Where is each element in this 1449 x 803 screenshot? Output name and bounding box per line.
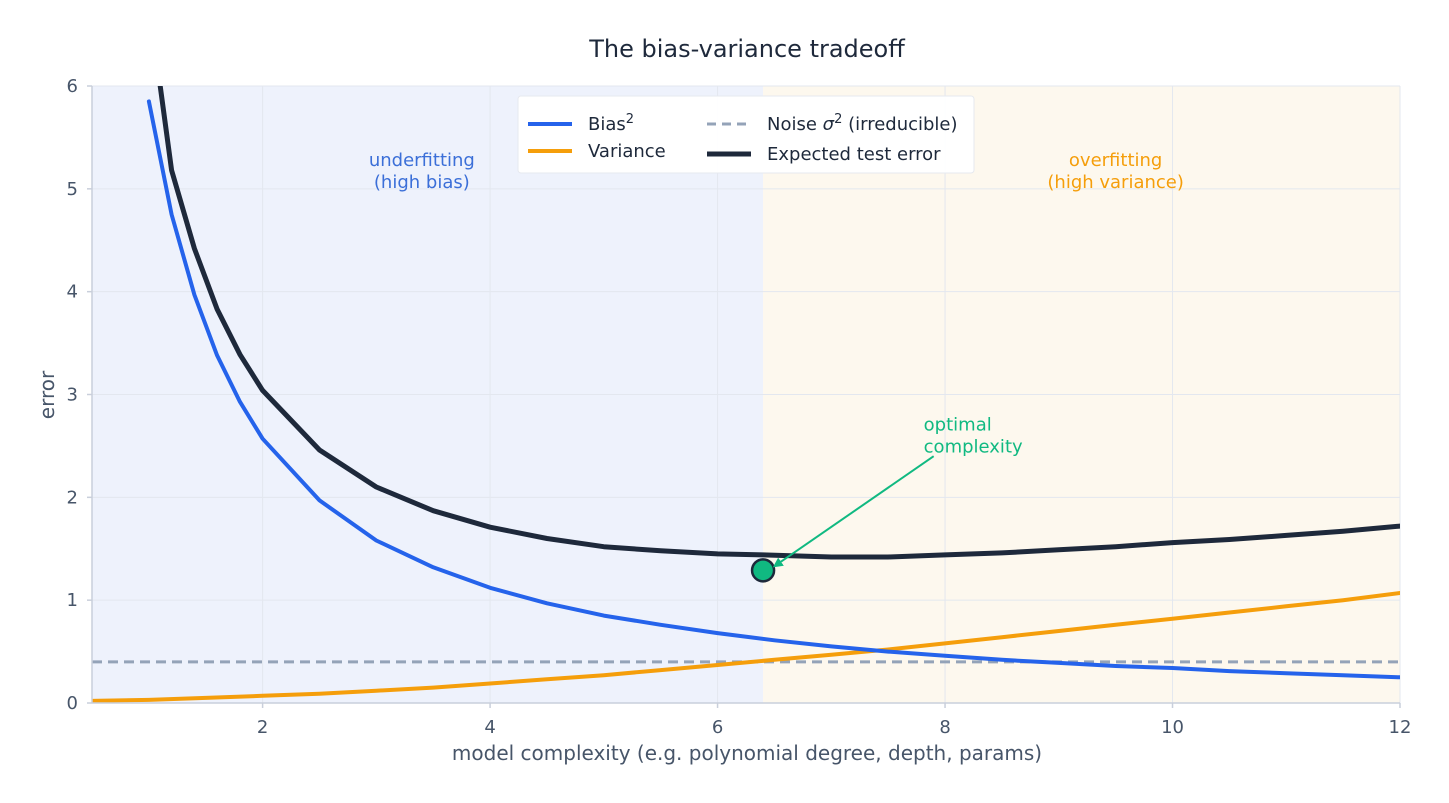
x-tick-label: 4	[484, 717, 495, 738]
variance-legend-label: Variance	[588, 141, 666, 162]
optimal-annotation-text: complexity	[924, 436, 1023, 457]
overfit-region-label: overfitting	[1069, 150, 1162, 171]
bias-series-line	[146, 99, 1400, 680]
x-axis-label: model complexity (e.g. polynomial degree…	[452, 741, 1042, 765]
y-tick-label: 1	[67, 590, 78, 611]
bias-legend-label: Bias2	[588, 112, 634, 135]
y-tick-label: 5	[67, 179, 78, 200]
overfit-region-label: (high variance)	[1047, 172, 1184, 193]
x-tick-label: 2	[257, 717, 268, 738]
underfit-region-label: (high bias)	[374, 172, 470, 193]
x-tick-label: 6	[712, 717, 723, 738]
x-tick-label: 10	[1161, 717, 1184, 738]
x-tick-label: 8	[939, 717, 950, 738]
total-legend-label: Expected test error	[767, 144, 941, 165]
legend: Bias2 Variance Noise σ2 (irreducible) Expec…	[517, 95, 975, 174]
y-tick-label: 2	[67, 487, 78, 508]
chart-title: The bias-variance tradeoff	[588, 35, 905, 63]
y-tick-label: 6	[67, 76, 78, 97]
underfit-region-label: underfitting	[369, 150, 475, 171]
total-series-line	[157, 86, 1400, 560]
optimal-annotation-arrow	[772, 455, 935, 568]
optimal-annotation-text: optimal	[924, 414, 992, 435]
y-tick-label: 0	[67, 693, 78, 714]
y-tick-label: 3	[67, 385, 78, 406]
variance-series-line	[92, 591, 1400, 703]
y-tick-label: 4	[67, 282, 78, 303]
optimal-point-marker	[750, 558, 776, 583]
y-axis-label: error	[35, 370, 59, 419]
noise-legend-label: Noise σ2 (irreducible)	[767, 112, 958, 135]
legend-box	[517, 95, 975, 174]
x-tick-label: 12	[1389, 717, 1412, 738]
